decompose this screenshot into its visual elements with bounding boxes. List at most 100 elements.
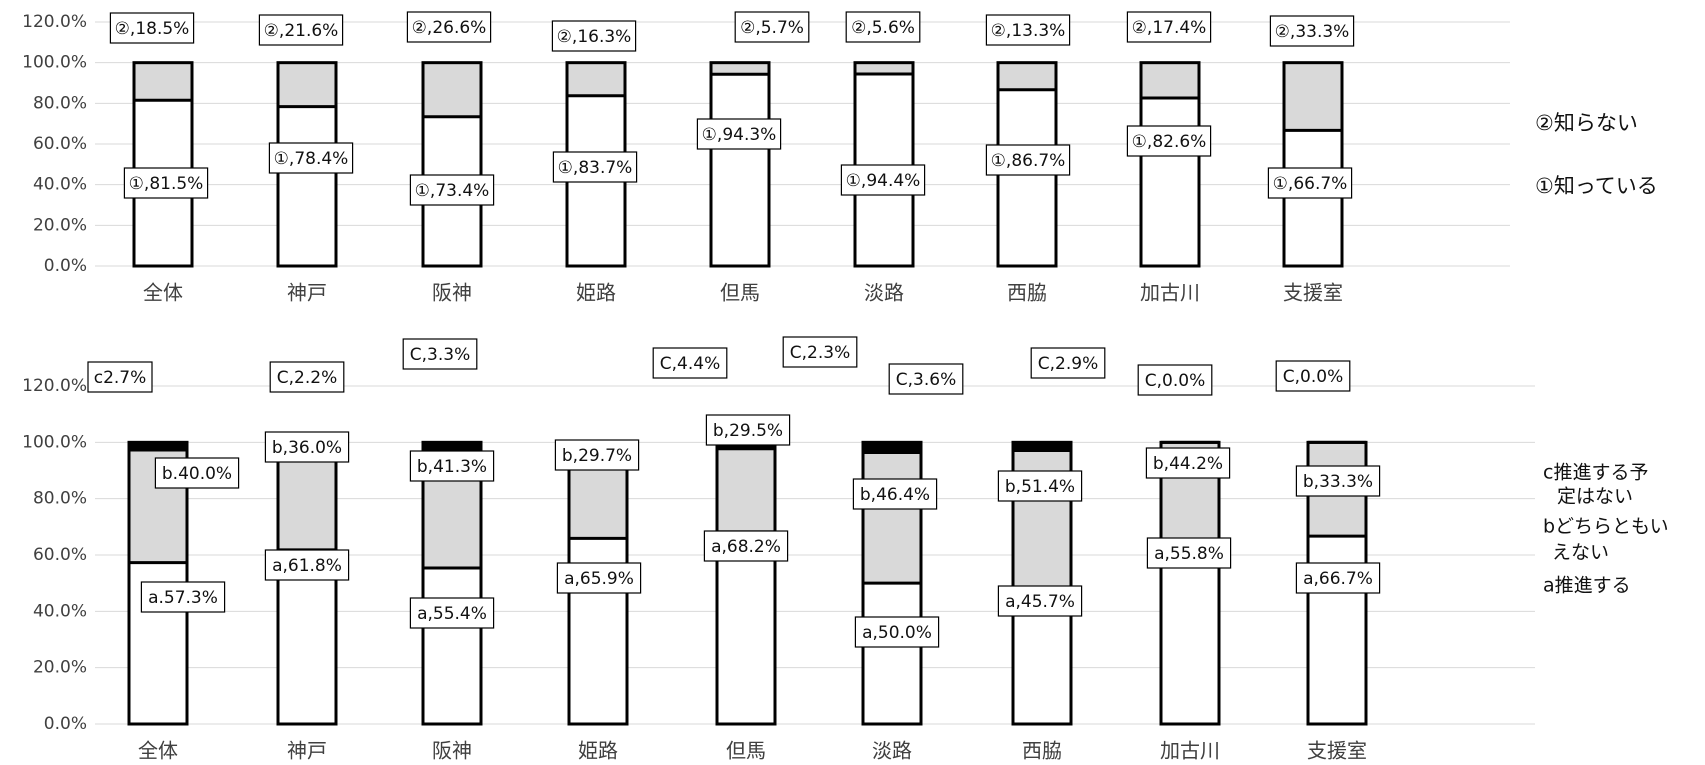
data-label: C,0.0% [1283, 367, 1343, 387]
data-label: b,29.5% [713, 421, 783, 441]
bar-outline [1139, 61, 1201, 268]
y-tick-label: 40.0% [33, 175, 87, 195]
data-label-box [552, 151, 638, 183]
bar-segment [998, 62, 1056, 90]
bar-segment [129, 442, 187, 450]
legend-item: ②知らない [1535, 111, 1638, 135]
category-label: 淡路 [872, 739, 912, 763]
data-label-box [1137, 364, 1213, 396]
data-label-box [554, 439, 640, 471]
data-label-box [1295, 465, 1381, 497]
data-label-box [87, 361, 153, 393]
y-tick-label: 120.0% [22, 12, 87, 32]
data-label: C,3.6% [896, 370, 956, 390]
data-label: ②,5.6% [851, 18, 915, 38]
legend-item: c推進する予 [1543, 462, 1648, 484]
data-label: a,68.2% [711, 537, 781, 557]
data-label: ②,33.3% [1275, 22, 1350, 42]
data-label-box [154, 457, 240, 489]
data-label-box [782, 336, 858, 368]
data-label-box [703, 530, 789, 562]
bar-outline [1011, 440, 1073, 726]
data-label: a,65.9% [564, 569, 634, 589]
data-label-box [269, 361, 345, 393]
bar-segment [278, 106, 336, 266]
data-label: ①,73.4% [415, 181, 490, 201]
bar-segment [1141, 98, 1199, 267]
data-label: b,44.2% [1153, 454, 1223, 474]
data-label: a,61.8% [272, 556, 342, 576]
data-label-box [406, 11, 492, 43]
data-label: C,2.9% [1038, 354, 1098, 374]
data-label: a,45.7% [1005, 592, 1075, 612]
bar-segment [567, 62, 625, 96]
y-tick-label: 0.0% [44, 714, 87, 734]
data-label-box [997, 585, 1083, 617]
data-label-box [264, 549, 350, 581]
bar-segment [863, 452, 921, 584]
data-label: ②,5.7% [740, 18, 804, 38]
bar-segment [855, 62, 913, 75]
legend-item: ①知っている [1535, 174, 1658, 198]
data-label: a,55.8% [1154, 544, 1224, 564]
data-label-box [1269, 15, 1355, 47]
legend-item: 定はない [1557, 486, 1633, 508]
data-label-box [1126, 11, 1212, 43]
category-label: 支援室 [1307, 739, 1367, 763]
bar-outline [853, 61, 915, 268]
category-label: 西脇 [1022, 739, 1062, 763]
data-label-box [652, 347, 728, 379]
legend-item: a推進する [1543, 575, 1631, 597]
legend-1: ②知らない ①知っている [1535, 111, 1658, 198]
bar-segment [1161, 566, 1219, 724]
category-label: 姫路 [578, 739, 618, 763]
data-label-box [409, 597, 495, 629]
legend-item: bどちらともい [1543, 516, 1669, 538]
data-label: b,51.4% [1005, 477, 1075, 497]
y-tick-label: 20.0% [33, 658, 87, 678]
category-label: 神戸 [287, 739, 327, 763]
bar-segment [717, 531, 775, 724]
data-label: ②,16.3% [557, 27, 632, 47]
y-tick-label: 80.0% [33, 93, 87, 113]
bar-segment [1141, 62, 1199, 99]
data-label: a.57.3% [148, 588, 218, 608]
data-label-box [1267, 167, 1353, 199]
data-label: C,3.3% [410, 345, 470, 365]
data-label-box [840, 164, 926, 196]
bar-outline [132, 61, 194, 268]
y-tick-label: 60.0% [33, 545, 87, 565]
category-label: 加古川 [1160, 739, 1220, 763]
data-label-box [997, 470, 1083, 502]
data-label-box [551, 20, 637, 52]
data-label: b,46.4% [860, 485, 930, 505]
data-label-box [123, 167, 209, 199]
bar-segment [998, 89, 1056, 267]
bar-outline [421, 440, 483, 726]
data-label: ①,83.7% [558, 158, 633, 178]
data-label-box [852, 478, 938, 510]
data-label: C,4.4% [660, 354, 720, 374]
category-label: 加古川 [1140, 281, 1200, 305]
data-label-box [1030, 347, 1106, 379]
bar-segment [863, 583, 921, 724]
data-label: ②,17.4% [1132, 18, 1207, 38]
data-label-box [985, 14, 1071, 46]
y-tick-label: 80.0% [33, 489, 87, 509]
data-label-box [705, 414, 791, 446]
bar-segment [717, 448, 775, 532]
legend-item: えない [1552, 542, 1609, 564]
data-label: ①,94.4% [846, 171, 921, 191]
data-label: c2.7% [94, 368, 147, 388]
data-label: b,29.7% [562, 446, 632, 466]
data-label-box [556, 562, 642, 594]
data-label-box [1275, 360, 1351, 392]
data-label-box [409, 174, 495, 206]
data-label-box [1295, 562, 1381, 594]
y-tick-label: 100.0% [22, 432, 87, 452]
data-label: ①,66.7% [1273, 174, 1348, 194]
data-label: ①,78.4% [274, 149, 349, 169]
